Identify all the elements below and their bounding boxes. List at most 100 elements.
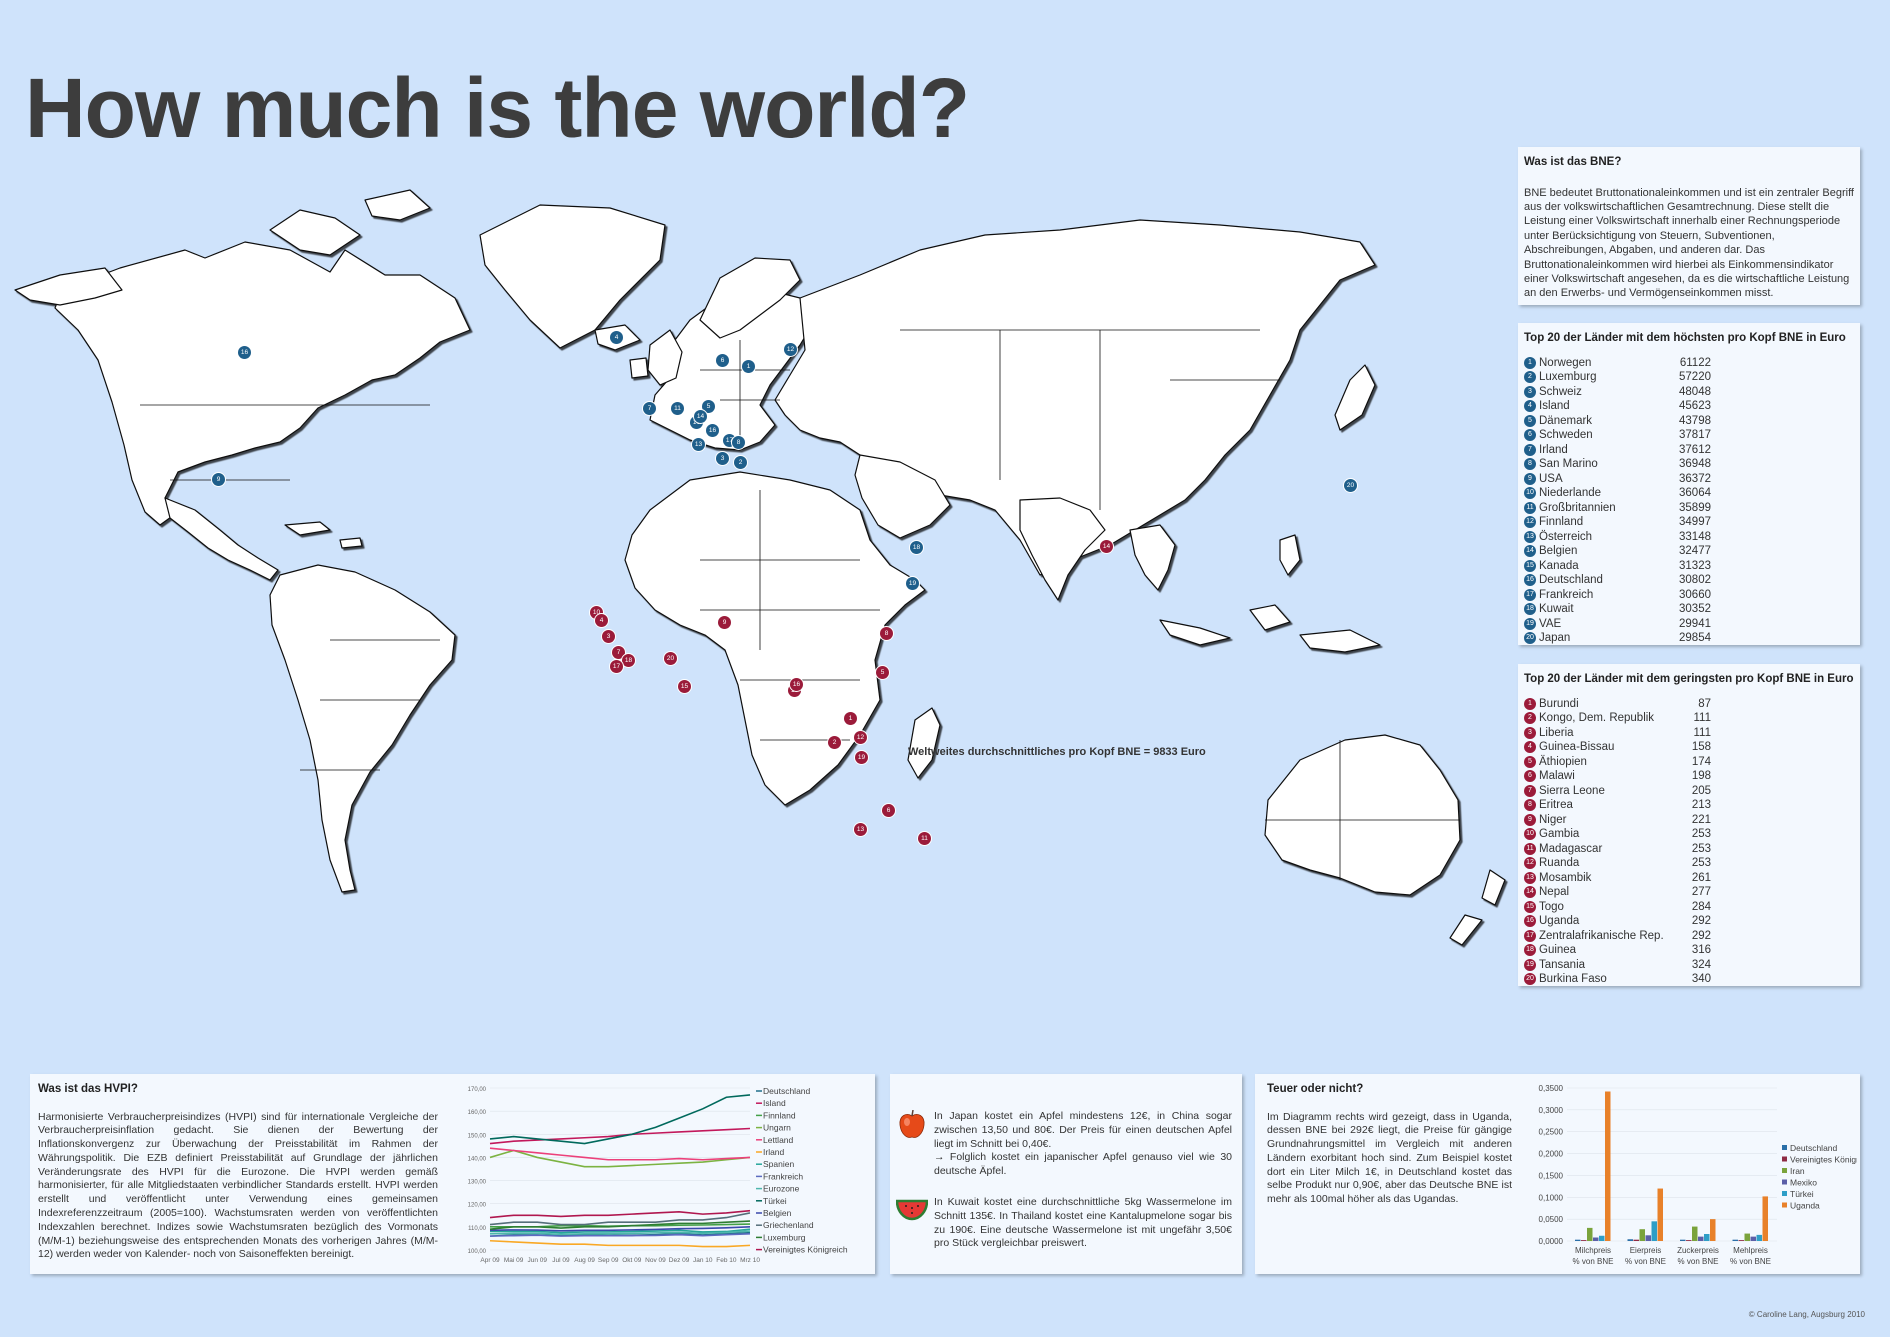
series-line-spanien xyxy=(490,1228,751,1234)
rank-badge: 18 xyxy=(1524,603,1536,616)
uk-shape xyxy=(629,329,683,386)
rank-country: Schweden xyxy=(1539,429,1593,441)
map-pin: 16 xyxy=(790,678,803,691)
map-pin: 18 xyxy=(622,654,635,667)
rank-value: 292 xyxy=(1691,915,1711,927)
legend-label: Deutschland xyxy=(763,1086,811,1096)
rank-row: 11 Madagascar 253 xyxy=(1524,842,1854,857)
rank-country: Norwegen xyxy=(1539,356,1592,369)
series-line-irland xyxy=(489,1239,751,1248)
map-pin: 3 xyxy=(716,452,729,465)
x-tick-label: Mai 09 xyxy=(504,1257,524,1264)
rank-country: Japan xyxy=(1539,632,1571,644)
rank-country: Gambia xyxy=(1539,828,1580,840)
rank-row: 3 Schweiz 48048 xyxy=(1524,385,1854,400)
rank-value: 35899 xyxy=(1679,501,1711,514)
rank-row: 12 Finnland 34997 xyxy=(1524,515,1854,530)
top-highest-list: 1 Norwegen 61122 2 Luxemburg 57220 3 Schweiz 480… xyxy=(1524,356,1854,646)
rank-value: 324 xyxy=(1691,958,1711,971)
greenland-shape xyxy=(479,204,666,349)
map-pin: 6 xyxy=(716,354,729,367)
rank-badge: 16 xyxy=(1524,574,1536,587)
x-tick-label: Apr 09 xyxy=(480,1257,500,1264)
y-tick-label: 120,00 xyxy=(468,1203,487,1209)
rank-country: Dänemark xyxy=(1539,414,1593,427)
watermelon-icon xyxy=(895,1199,929,1226)
teuer-text: Im Diagramm rechts wird gezeigt, dass in… xyxy=(1267,1110,1512,1206)
rank-value: 111 xyxy=(1693,726,1711,739)
map-pin: 7 xyxy=(612,646,625,659)
y-tick-label: 160,00 xyxy=(468,1110,487,1116)
rank-country: Sierra Leone xyxy=(1539,784,1605,797)
y-tick-label: 100,00 xyxy=(468,1249,487,1255)
rank-row: 2 Luxemburg 57220 xyxy=(1524,370,1854,385)
map-pin: 4 xyxy=(610,331,623,344)
scandinavia-shape xyxy=(699,257,801,339)
x-tick-label: Mrz 10 xyxy=(740,1257,760,1264)
bne-text: BNE bedeutet Bruttonationaleinkommen und… xyxy=(1524,186,1854,300)
hvpi-panel: Was ist das HVPI? Harmonisierte Verbrauc… xyxy=(30,1074,875,1274)
rank-badge: 8 xyxy=(1524,799,1536,812)
series-line-türkei xyxy=(489,1094,751,1145)
category-label: Mehlpreis xyxy=(1733,1246,1768,1255)
map-pin: 7 xyxy=(643,402,656,415)
legend-label: Luxemburg xyxy=(763,1232,806,1242)
map-pin: 9 xyxy=(212,473,225,486)
rank-value: 253 xyxy=(1691,828,1711,840)
india-shape xyxy=(1019,497,1106,601)
legend-label: Griechenland xyxy=(763,1220,814,1230)
rank-value: 158 xyxy=(1691,741,1711,753)
map-pin: 16 xyxy=(706,424,719,437)
rank-value: 198 xyxy=(1691,770,1711,782)
map-pin: 5 xyxy=(876,666,889,679)
rank-badge: 20 xyxy=(1524,973,1536,986)
y-tick-label: 0,3000 xyxy=(1539,1106,1564,1115)
arabia-shape xyxy=(854,454,951,539)
rank-value: 37817 xyxy=(1679,429,1711,441)
series-line-ungarn xyxy=(489,1149,751,1168)
legend-label: Eurozone xyxy=(763,1184,800,1194)
rank-row: 13 Mosambik 261 xyxy=(1524,871,1854,886)
legend-label: Irland xyxy=(763,1147,785,1157)
copyright: © Caroline Lang, Augsburg 2010 xyxy=(1748,1310,1865,1319)
legend-label: Türkei xyxy=(763,1196,787,1206)
rank-value: 43798 xyxy=(1679,414,1711,427)
bar-deutschland xyxy=(1680,1239,1686,1241)
rank-value: 45623 xyxy=(1679,400,1711,412)
series-line-frankreich xyxy=(489,1233,751,1237)
rank-country: Schweiz xyxy=(1539,385,1582,398)
rank-country: Malawi xyxy=(1539,770,1575,782)
rank-country: Niger xyxy=(1539,813,1567,826)
rank-country: Kanada xyxy=(1539,559,1579,572)
map-pin: 8 xyxy=(732,436,745,449)
rank-row: 6 Schweden 37817 xyxy=(1524,428,1854,443)
rank-badge: 12 xyxy=(1524,516,1536,529)
rank-value: 30802 xyxy=(1679,574,1711,586)
legend-label: Iran xyxy=(1790,1166,1805,1176)
map-pin: 14 xyxy=(694,410,707,423)
rank-value: 36064 xyxy=(1679,487,1711,499)
y-tick-label: 0,2500 xyxy=(1539,1128,1564,1137)
rank-row: 1 Burundi 87 xyxy=(1524,697,1854,712)
map-pin: 14 xyxy=(1100,540,1113,553)
rank-value: 37612 xyxy=(1679,443,1711,456)
map-pin: 15 xyxy=(678,680,691,693)
y-tick-label: 110,00 xyxy=(468,1226,487,1232)
rank-row: 1 Norwegen 61122 xyxy=(1524,356,1854,371)
caribbean-shape xyxy=(284,521,363,549)
bar-vereinigtes-königreich xyxy=(1738,1240,1744,1241)
rank-country: Finnland xyxy=(1539,516,1584,528)
rank-badge: 5 xyxy=(1524,414,1536,427)
rank-value: 292 xyxy=(1691,929,1711,942)
rank-badge: 16 xyxy=(1524,915,1536,928)
rank-badge: 6 xyxy=(1524,429,1536,442)
rank-country: Belgien xyxy=(1539,545,1578,557)
fruit-price-panel: In Japan kostet ein Apfel mindestens 12€… xyxy=(890,1074,1242,1274)
rank-row: 6 Malawi 198 xyxy=(1524,769,1854,784)
rank-badge: 7 xyxy=(1524,784,1536,797)
rank-badge: 19 xyxy=(1524,617,1536,630)
rank-row: 13 Österreich 33148 xyxy=(1524,530,1854,545)
category-label-sub: % von BNE xyxy=(1573,1257,1614,1266)
rank-country: Deutschland xyxy=(1539,574,1603,586)
map-pin: 1 xyxy=(844,712,857,725)
